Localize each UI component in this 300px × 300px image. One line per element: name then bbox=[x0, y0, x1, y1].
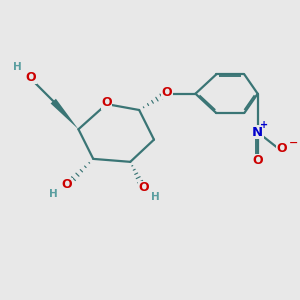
Text: −: − bbox=[289, 138, 298, 148]
Text: O: O bbox=[277, 142, 287, 155]
Polygon shape bbox=[51, 99, 78, 129]
Text: N: N bbox=[252, 126, 263, 139]
Text: H: H bbox=[13, 62, 22, 72]
Text: O: O bbox=[26, 71, 36, 84]
Text: O: O bbox=[138, 182, 149, 194]
Text: O: O bbox=[161, 86, 172, 99]
Text: O: O bbox=[252, 154, 263, 167]
Text: +: + bbox=[260, 120, 268, 130]
Text: O: O bbox=[62, 178, 73, 191]
Text: H: H bbox=[49, 189, 58, 199]
Text: O: O bbox=[101, 96, 112, 109]
Text: H: H bbox=[151, 192, 160, 202]
